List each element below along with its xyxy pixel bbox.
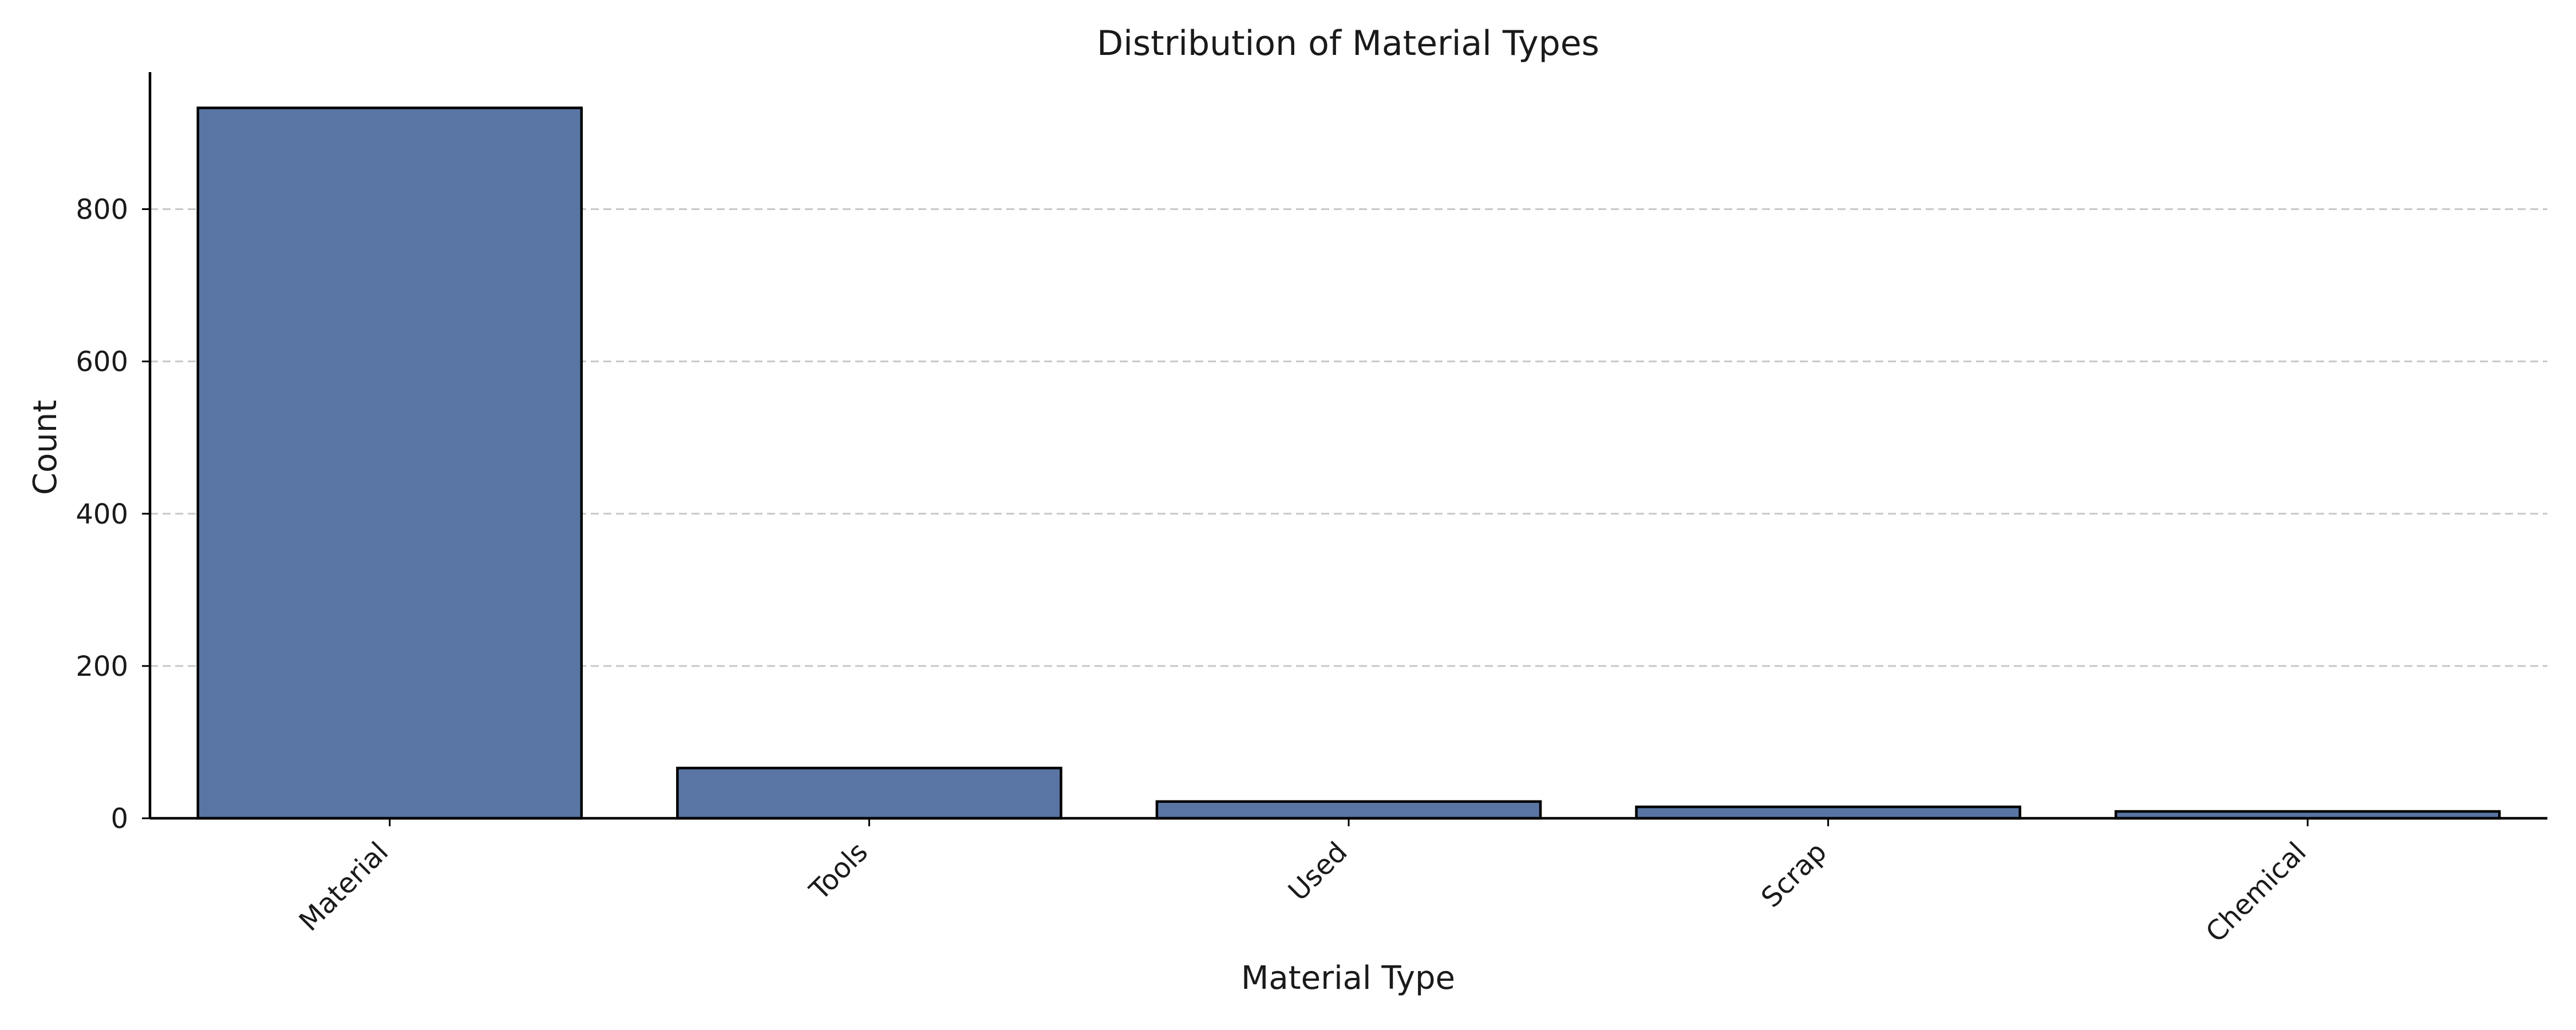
bar-material (198, 108, 582, 818)
chart-title: Distribution of Material Types (1097, 23, 1599, 64)
y-tick-label: 600 (76, 346, 128, 378)
x-tick-label: Tools (803, 836, 874, 907)
bar-scrap (1637, 807, 2020, 818)
bar-tools (677, 768, 1061, 818)
x-tick-label: Material (293, 836, 394, 937)
bars (198, 108, 2499, 818)
y-tick-label: 800 (76, 194, 128, 226)
x-tick-label: Chemical (2200, 836, 2313, 949)
y-tick-label: 0 (110, 803, 128, 835)
x-axis-label: Material Type (1241, 960, 1455, 997)
x-axis-ticks: Material Tools Used Scrap Chemical (293, 818, 2313, 949)
y-axis-ticks: 0 200 400 600 800 (76, 194, 150, 835)
bar-used (1157, 802, 1540, 818)
y-tick-label: 400 (76, 498, 128, 530)
x-tick-label: Used (1282, 836, 1354, 908)
y-tick-label: 200 (76, 651, 128, 683)
x-tick-label: Scrap (1755, 836, 1833, 914)
y-axis-label: Count (27, 400, 64, 495)
